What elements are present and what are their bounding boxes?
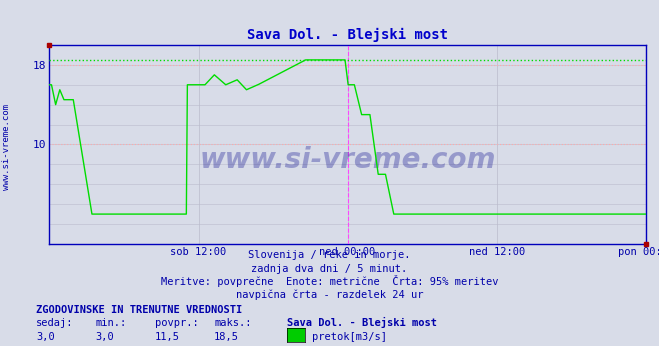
Text: 3,0: 3,0	[36, 332, 55, 342]
Text: ZGODOVINSKE IN TRENUTNE VREDNOSTI: ZGODOVINSKE IN TRENUTNE VREDNOSTI	[36, 305, 243, 315]
Text: povpr.:: povpr.:	[155, 318, 198, 328]
Text: navpična črta - razdelek 24 ur: navpična črta - razdelek 24 ur	[236, 290, 423, 300]
Text: 18,5: 18,5	[214, 332, 239, 342]
Text: Slovenija / reke in morje.: Slovenija / reke in morje.	[248, 250, 411, 260]
Text: sedaj:: sedaj:	[36, 318, 74, 328]
Text: www.si-vreme.com: www.si-vreme.com	[200, 146, 496, 174]
Text: 11,5: 11,5	[155, 332, 180, 342]
Text: min.:: min.:	[96, 318, 127, 328]
Text: 3,0: 3,0	[96, 332, 114, 342]
Text: maks.:: maks.:	[214, 318, 252, 328]
Text: Meritve: povprečne  Enote: metrične  Črta: 95% meritev: Meritve: povprečne Enote: metrične Črta:…	[161, 275, 498, 288]
Text: pretok[m3/s]: pretok[m3/s]	[312, 332, 387, 342]
Text: www.si-vreme.com: www.si-vreme.com	[2, 104, 11, 190]
Text: zadnja dva dni / 5 minut.: zadnja dva dni / 5 minut.	[251, 264, 408, 274]
Title: Sava Dol. - Blejski most: Sava Dol. - Blejski most	[247, 28, 448, 43]
Text: Sava Dol. - Blejski most: Sava Dol. - Blejski most	[287, 317, 437, 328]
